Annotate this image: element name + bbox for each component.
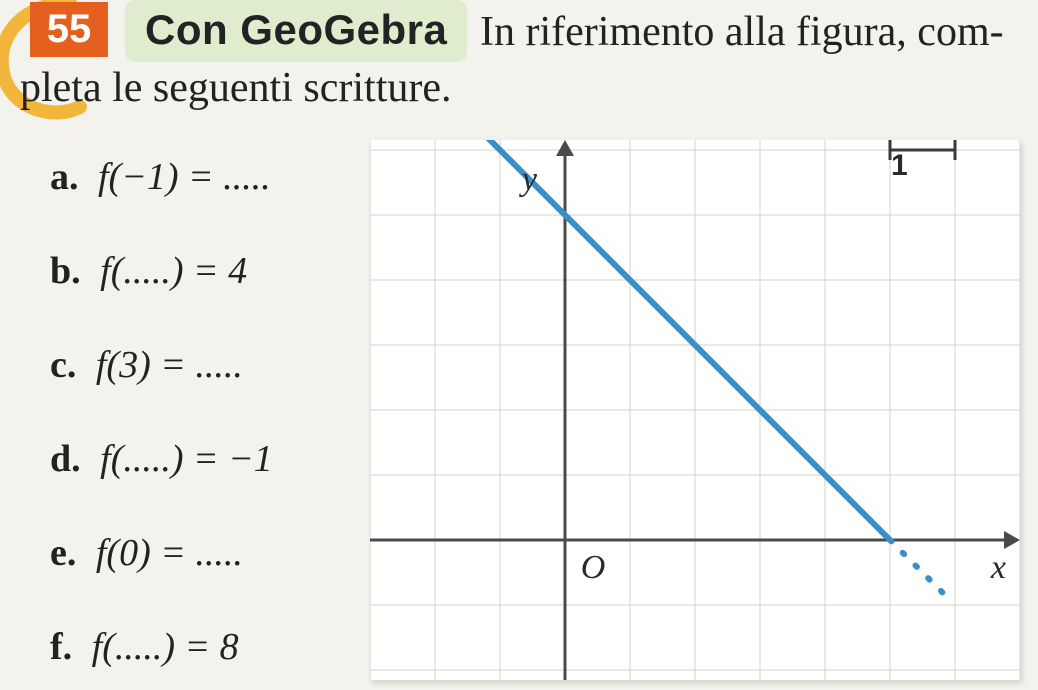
svg-text:y: y <box>519 161 538 198</box>
svg-text:O: O <box>581 549 606 586</box>
item-c: c. f(3) = ..... <box>50 343 350 387</box>
unit-label: 1 <box>891 149 908 183</box>
item-f-expr: f(.....) = 8 <box>92 626 239 668</box>
item-e: e. f(0) = ..... <box>50 531 350 575</box>
item-a-expr: f(−1) = ..... <box>98 156 271 198</box>
item-c-label: c. <box>50 344 76 386</box>
figure: y x O 1 <box>370 140 1020 680</box>
problem-text-line-1: In riferimento alla figura, com- <box>480 6 1020 59</box>
item-e-expr: f(0) = ..... <box>96 532 243 574</box>
item-a-label: a. <box>50 156 79 198</box>
exercise-number: 55 <box>30 2 108 57</box>
item-c-expr: f(3) = ..... <box>96 344 243 386</box>
item-d: d. f(.....) = −1 <box>50 437 350 481</box>
item-f: f. f(.....) = 8 <box>50 625 350 669</box>
problem-text-line-2: pleta le seguenti scritture. <box>20 62 580 115</box>
figure-svg: y x O <box>370 140 1020 680</box>
geogebra-badge: Con GeoGebra <box>125 0 467 62</box>
item-b: b. f(.....) = 4 <box>50 249 350 293</box>
item-e-label: e. <box>50 532 76 574</box>
item-b-expr: f(.....) = 4 <box>100 250 247 292</box>
item-list: a. f(−1) = ..... b. f(.....) = 4 c. f(3)… <box>50 155 350 690</box>
svg-text:x: x <box>990 549 1006 586</box>
item-d-expr: f(.....) = −1 <box>100 438 273 480</box>
item-f-label: f. <box>50 626 72 668</box>
item-b-label: b. <box>50 250 81 292</box>
item-a: a. f(−1) = ..... <box>50 155 350 199</box>
exercise-page: { "exercise": { "number": "55", "badge":… <box>0 0 1038 690</box>
item-d-label: d. <box>50 438 81 480</box>
